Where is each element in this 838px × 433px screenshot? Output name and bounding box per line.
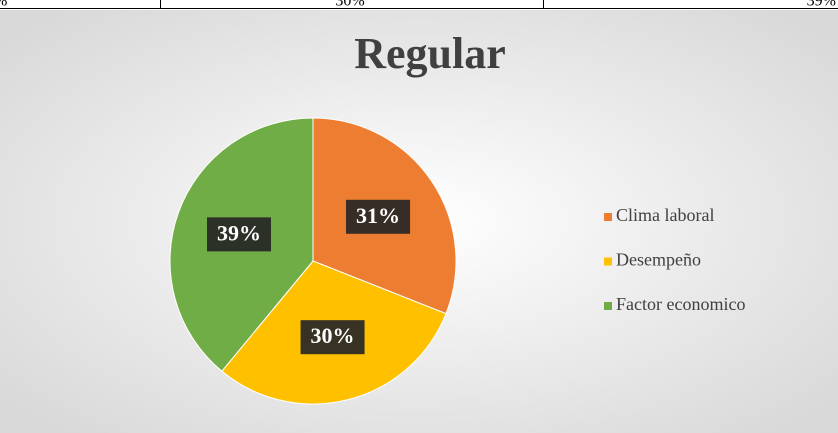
legend-swatch [604,257,612,266]
legend-swatch [604,302,612,310]
data-label: 30% [311,323,355,348]
chart-title: Regular [354,29,506,78]
data-label-box [300,320,365,355]
data-label-box [206,217,271,252]
legend-label: Factor economico [616,294,745,314]
data-label: 31% [356,203,400,228]
table-cell: % [0,0,7,10]
legend-label: Desempeño [616,250,701,270]
table-cell: 39% [807,0,836,10]
legend-swatch [604,213,612,221]
data-label-box [346,199,411,234]
legend-label: Clima laboral [616,205,714,225]
table-cell: 30% [335,0,364,10]
data-label: 39% [217,220,261,245]
